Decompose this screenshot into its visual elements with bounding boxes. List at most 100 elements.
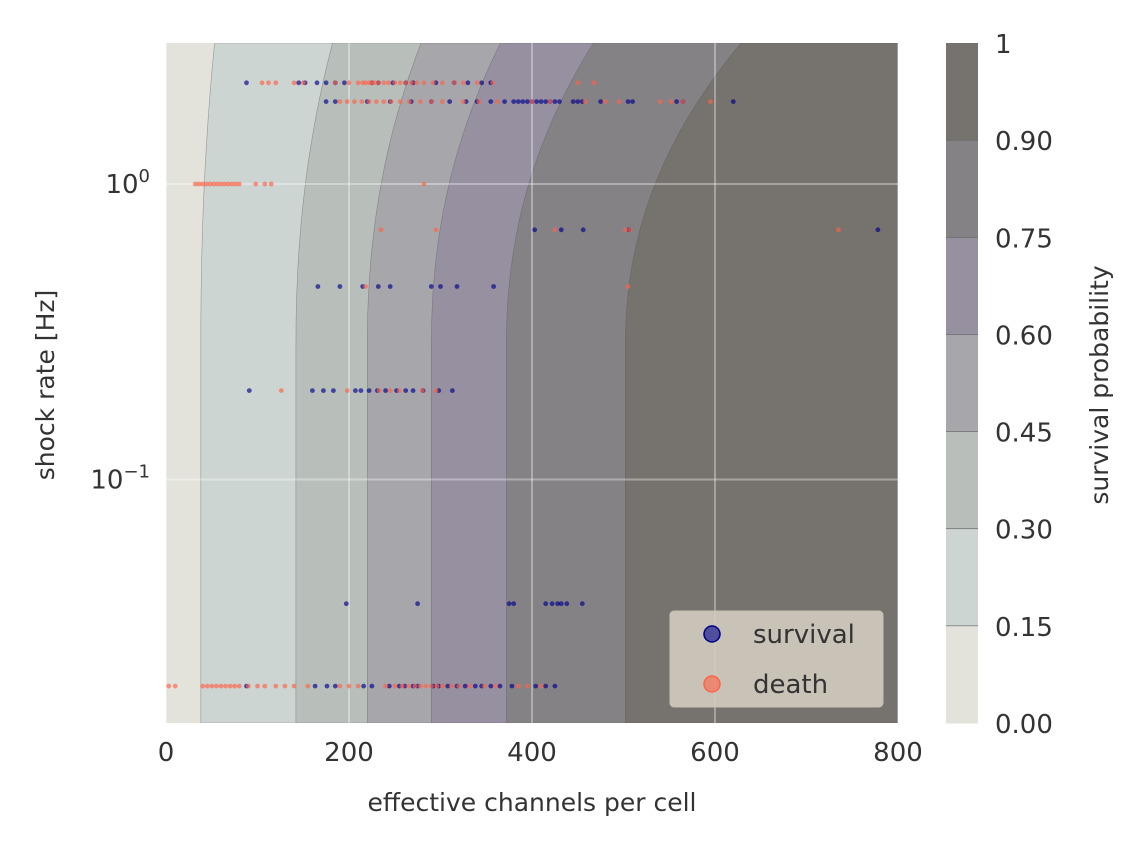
death-point [375, 80, 381, 86]
y-tick-label: 100 [105, 166, 150, 200]
death-point [433, 227, 439, 233]
death-point [552, 227, 558, 233]
death-point [421, 181, 427, 187]
x-tick-label: 400 [507, 738, 557, 768]
death-point [332, 80, 338, 86]
survival-point [438, 284, 443, 289]
death-point [418, 99, 423, 104]
death-point [397, 99, 403, 104]
death-point [273, 683, 279, 689]
death-point [627, 227, 633, 233]
death-point [211, 181, 217, 187]
death-point [207, 181, 213, 187]
survival-point [383, 388, 388, 393]
colorbar-tick-label: 0.90 [995, 127, 1053, 157]
death-point [392, 80, 398, 86]
survival-point [332, 99, 338, 104]
death-point [166, 683, 172, 689]
survival-point [488, 99, 494, 104]
survival-point [506, 601, 512, 607]
legend-marker-death [703, 675, 721, 693]
colorbar-segment [946, 237, 978, 335]
death-point [227, 683, 233, 689]
x-axis-ticks: 0 200 400 600 800 [158, 738, 923, 768]
survival-point [361, 683, 366, 689]
death-point [359, 99, 365, 104]
x-tick-label: 800 [873, 738, 923, 768]
death-point [209, 683, 215, 689]
death-point [392, 683, 398, 689]
survival-point [324, 683, 330, 689]
survival-point [366, 388, 372, 393]
survival-point [730, 99, 736, 104]
death-point [229, 181, 235, 187]
survival-point [515, 99, 521, 104]
death-point [419, 388, 425, 393]
survival-point [479, 80, 485, 86]
death-point [461, 80, 466, 86]
death-point [428, 683, 434, 689]
contour-band-0.90 [625, 43, 898, 723]
survival-point [552, 683, 558, 689]
x-tick-label: 600 [690, 738, 740, 768]
death-point [449, 683, 454, 689]
death-point [378, 227, 384, 233]
survival-point [323, 99, 329, 104]
death-point [434, 683, 440, 689]
survival-point [447, 99, 453, 104]
survival-point [525, 99, 530, 104]
death-point [538, 683, 544, 689]
legend-box [669, 610, 884, 708]
colorbar-segment [946, 43, 978, 141]
death-point [529, 99, 535, 104]
scatter-points [166, 80, 881, 689]
death-point [387, 388, 393, 393]
colorbar: 0.00 0.15 0.30 0.45 0.60 0.75 0.90 1 [946, 30, 1053, 740]
death-point [406, 683, 411, 689]
death-point [525, 683, 530, 689]
death-point [213, 683, 219, 689]
survival-point [543, 99, 549, 104]
survival-point [564, 601, 570, 607]
y-axis-label: shock rate [Hz] [31, 290, 60, 481]
death-point [344, 388, 350, 393]
survival-point [314, 80, 320, 86]
survival-point [312, 683, 318, 689]
survival-point [497, 683, 503, 689]
survival-point [552, 99, 558, 104]
survival-point [579, 601, 585, 607]
death-point [622, 227, 628, 233]
death-point [428, 99, 434, 104]
grid-lines [166, 43, 898, 723]
legend: survival death [669, 610, 884, 708]
death-point [408, 80, 414, 86]
death-point [218, 181, 224, 187]
death-point [255, 683, 260, 689]
death-point [575, 80, 581, 86]
death-point [262, 181, 268, 187]
survival-point [534, 99, 539, 104]
colorbar-tick-label: 0.75 [995, 224, 1053, 254]
survival-point [598, 99, 603, 104]
death-point [668, 99, 674, 104]
death-point [433, 388, 439, 393]
death-point [337, 683, 343, 689]
survival-point [549, 601, 555, 607]
death-point [259, 80, 265, 86]
legend-marker-survival [703, 625, 721, 643]
death-point [268, 181, 274, 187]
survival-point [575, 99, 581, 104]
death-point [467, 683, 473, 689]
death-point [399, 683, 405, 689]
colorbar-label: survival probability [1085, 265, 1114, 504]
death-point [355, 683, 361, 689]
death-point [300, 80, 306, 86]
survival-point [337, 284, 343, 289]
survival-point [558, 227, 564, 233]
colorbar-segment [946, 625, 978, 724]
death-point [372, 80, 377, 86]
death-point [346, 683, 352, 689]
death-point [363, 80, 368, 86]
death-point [200, 683, 206, 689]
